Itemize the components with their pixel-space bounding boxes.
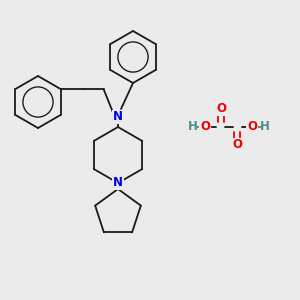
Text: O: O [200,121,210,134]
Text: O: O [247,121,257,134]
Text: H: H [188,121,198,134]
Text: N: N [113,176,123,190]
Text: N: N [113,110,123,124]
Text: H: H [260,121,270,134]
Text: O: O [232,139,242,152]
Text: O: O [216,103,226,116]
